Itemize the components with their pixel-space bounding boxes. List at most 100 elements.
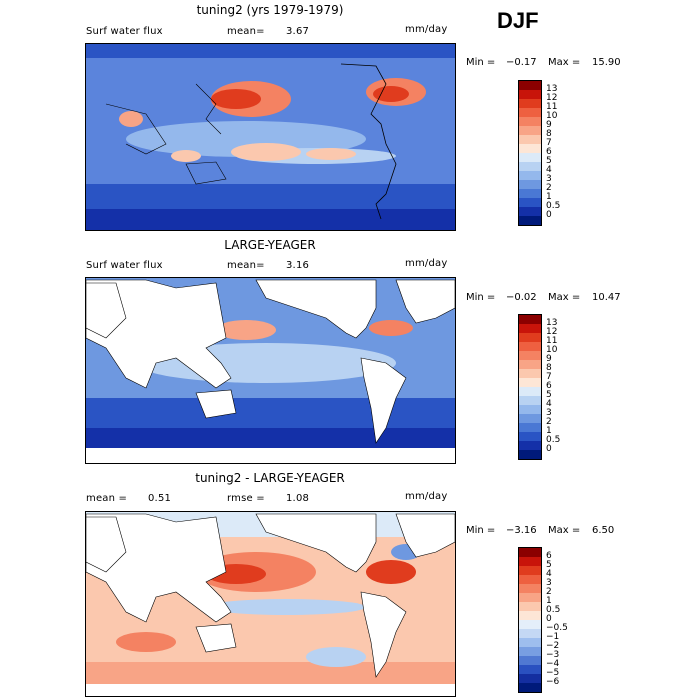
colorbar-tick-label: 7 <box>546 372 552 382</box>
panel3-map <box>85 511 456 697</box>
colorbar-swatch <box>519 162 541 171</box>
colorbar-tick-label: −6 <box>546 677 560 687</box>
colorbar-swatch <box>519 593 541 602</box>
colorbar-swatch <box>519 548 541 557</box>
colorbar-swatch <box>519 90 541 99</box>
colorbar-swatch <box>519 432 541 441</box>
colorbar-swatch <box>519 351 541 360</box>
colorbar-swatch <box>519 638 541 647</box>
colorbar-tick-label: 6 <box>546 381 552 391</box>
colorbar-tick-label: 5 <box>546 390 552 400</box>
colorbar-swatch <box>519 396 541 405</box>
panel1-units: mm/day <box>405 24 448 35</box>
colorbar-tick-label: 4 <box>546 569 552 579</box>
colorbar-tick-label: 0 <box>546 444 552 454</box>
panel3-min-value: −3.16 <box>506 525 537 536</box>
panel2-map <box>85 277 456 464</box>
colorbar-swatch <box>519 315 541 324</box>
colorbar-swatch <box>519 369 541 378</box>
colorbar-swatch <box>519 81 541 90</box>
colorbar-swatch <box>519 324 541 333</box>
colorbar-tick-label: 2 <box>546 417 552 427</box>
colorbar-swatch <box>519 153 541 162</box>
panel1-max-label: Max = <box>548 57 581 68</box>
panel1-map <box>85 43 456 231</box>
colorbar-tick-label: 8 <box>546 363 552 373</box>
panel1-min-value: −0.17 <box>506 57 537 68</box>
colorbar-tick-label: 5 <box>546 156 552 166</box>
panel2-mean-label: mean= <box>227 260 265 271</box>
colorbar-swatch <box>519 584 541 593</box>
panel2-max-label: Max = <box>548 292 581 303</box>
colorbar-swatch <box>519 99 541 108</box>
colorbar-tick-label: −1 <box>546 632 560 642</box>
colorbar-tick-label: 11 <box>546 102 558 112</box>
colorbar-swatch <box>519 620 541 629</box>
panel1-colorbar <box>518 80 542 226</box>
colorbar-tick-label: 3 <box>546 578 552 588</box>
colorbar-tick-label: 3 <box>546 174 552 184</box>
colorbar-tick-label: 0.5 <box>546 435 561 445</box>
colorbar-tick-label: 0.5 <box>546 201 561 211</box>
colorbar-tick-label: 3 <box>546 408 552 418</box>
colorbar-swatch <box>519 629 541 638</box>
colorbar-tick-label: 5 <box>546 560 552 570</box>
panel2-mean-value: 3.16 <box>286 260 310 271</box>
colorbar-swatch <box>519 378 541 387</box>
panel2-colorbar <box>518 314 542 460</box>
colorbar-tick-label: 12 <box>546 327 558 337</box>
colorbar-swatch <box>519 135 541 144</box>
colorbar-swatch <box>519 566 541 575</box>
colorbar-tick-label: −5 <box>546 668 560 678</box>
colorbar-tick-label: 11 <box>546 336 558 346</box>
colorbar-swatch <box>519 126 541 135</box>
colorbar-swatch <box>519 647 541 656</box>
panel1-min-label: Min = <box>466 57 496 68</box>
colorbar-swatch <box>519 674 541 683</box>
panel2-min-label: Min = <box>466 292 496 303</box>
panel1-mean-label: mean= <box>227 26 265 37</box>
panel3-rmse-value: 1.08 <box>286 493 310 504</box>
colorbar-swatch <box>519 602 541 611</box>
colorbar-tick-label: −2 <box>546 641 560 651</box>
panel2-min-value: −0.02 <box>506 292 537 303</box>
panel1-max-value: 15.90 <box>592 57 621 68</box>
colorbar-swatch <box>519 189 541 198</box>
colorbar-tick-label: 1 <box>546 192 552 202</box>
colorbar-swatch <box>519 665 541 674</box>
colorbar-tick-label: 2 <box>546 183 552 193</box>
colorbar-swatch <box>519 360 541 369</box>
colorbar-tick-label: 4 <box>546 165 552 175</box>
colorbar-swatch <box>519 405 541 414</box>
colorbar-tick-label: 4 <box>546 399 552 409</box>
colorbar-tick-label: 0 <box>546 614 552 624</box>
colorbar-swatch <box>519 180 541 189</box>
panel3-mean-value: 0.51 <box>148 493 172 504</box>
colorbar-tick-label: 13 <box>546 84 558 94</box>
colorbar-tick-label: 1 <box>546 596 552 606</box>
colorbar-tick-label: 13 <box>546 318 558 328</box>
panel3-max-value: 6.50 <box>592 525 615 536</box>
colorbar-swatch <box>519 441 541 450</box>
colorbar-tick-label: 10 <box>546 111 558 121</box>
panel1-title: tuning2 (yrs 1979-1979) <box>196 3 344 17</box>
colorbar-swatch <box>519 117 541 126</box>
colorbar-tick-label: −4 <box>546 659 560 669</box>
colorbar-swatch <box>519 450 541 459</box>
colorbar-swatch <box>519 557 541 566</box>
colorbar-swatch <box>519 198 541 207</box>
colorbar-swatch <box>519 108 541 117</box>
colorbar-tick-label: 1 <box>546 426 552 436</box>
panel3-units: mm/day <box>405 491 448 502</box>
colorbar-swatch <box>519 423 541 432</box>
panel3-mean-label: mean = <box>86 493 128 504</box>
colorbar-swatch <box>519 414 541 423</box>
panel3-max-label: Max = <box>548 525 581 536</box>
panel3-rmse-label: rmse = <box>227 493 265 504</box>
colorbar-swatch <box>519 342 541 351</box>
colorbar-swatch <box>519 216 541 225</box>
colorbar-tick-label: 9 <box>546 120 552 130</box>
colorbar-tick-label: 0.5 <box>546 605 561 615</box>
colorbar-tick-label: −0.5 <box>546 623 568 633</box>
panel1-mean-value: 3.67 <box>286 26 310 37</box>
